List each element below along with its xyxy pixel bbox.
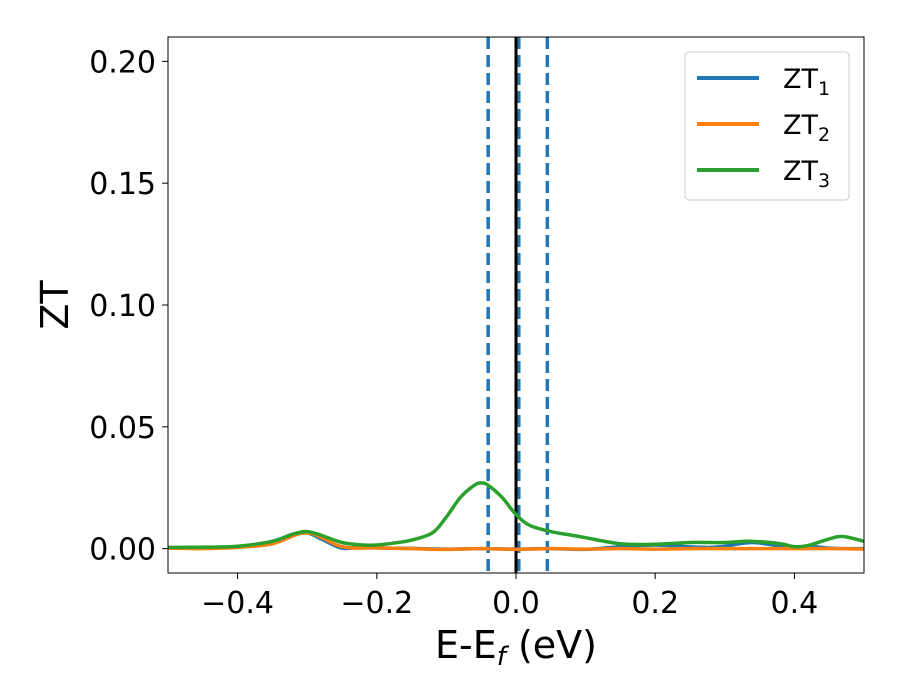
- x-axis: −0.4 −0.2 0.0 0.2 0.4: [201, 573, 818, 621]
- legend-box: [684, 51, 850, 201]
- legend-label: ZT1: [783, 64, 830, 100]
- series-line-2: [167, 531, 865, 552]
- y-tick-label: 0.20: [89, 45, 156, 80]
- x-tick-label: 0.4: [771, 586, 819, 621]
- y-axis-label: ZT: [33, 280, 77, 330]
- series-layer: [167, 481, 865, 552]
- y-tick-label: 0.05: [89, 411, 156, 446]
- x-tick-label: −0.2: [340, 586, 413, 621]
- y-tick-label: 0.15: [89, 167, 156, 202]
- legend-label: ZT2: [783, 110, 830, 146]
- vertical-lines: [486, 37, 550, 573]
- x-tick-label: −0.4: [201, 586, 274, 621]
- x-tick-label: 0.0: [492, 586, 540, 621]
- series-line-3: [167, 481, 865, 550]
- legend: ZT1 ZT2 ZT3: [684, 51, 850, 201]
- y-tick-label: 0.00: [89, 533, 156, 568]
- y-axis: 0.00 0.05 0.10 0.15 0.20: [89, 45, 168, 568]
- x-tick-label: 0.2: [631, 586, 679, 621]
- legend-label: ZT3: [783, 156, 830, 192]
- y-tick-label: 0.10: [89, 289, 156, 324]
- x-axis-label: E-Ef (eV): [435, 623, 597, 672]
